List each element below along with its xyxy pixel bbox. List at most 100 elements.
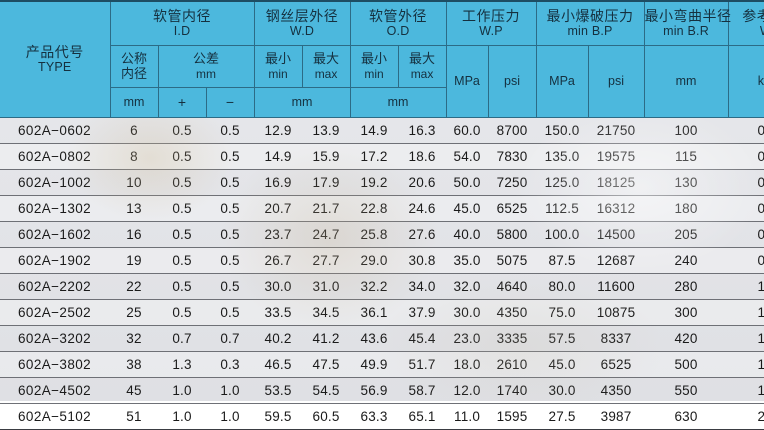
header-unit-wt-kgm: kg/m <box>727 44 764 118</box>
table-row: 602A−2502 25 0.5 0.5 33.5 34.5 36.1 37.9 30.0 435… <box>0 299 764 326</box>
table-row: 602A−5102 51 1.0 1.0 59.5 60.5 63.3 65.1 11.0 159… <box>0 403 764 430</box>
cell-bp_psi: 18125 <box>588 169 645 196</box>
cell-wt_kgm: 0.56 <box>728 169 764 196</box>
header-wd-max: 最大 max <box>301 44 351 88</box>
cell-tol_plus: 0.7 <box>158 325 206 352</box>
cell-type: 602A−1902 <box>0 247 110 274</box>
cell-bp_mpa: 45.0 <box>536 351 589 378</box>
header-group-row: 产品代号 TYPE 软管内径 I.D 钢丝层外径 W.D 软管外径 O.D 工作… <box>0 0 764 118</box>
cell-br_mm: 500 <box>644 351 729 378</box>
header-unit-br-mm: mm <box>643 44 729 118</box>
cell-od_min: 43.6 <box>350 325 399 352</box>
cell-id_nominal: 8 <box>110 143 158 170</box>
table-row: 602A−3202 32 0.7 0.7 40.2 41.2 43.6 45.4 23.0 333… <box>0 325 764 352</box>
cell-wd_min: 59.5 <box>254 403 303 430</box>
cell-tol_plus: 0.5 <box>158 195 206 222</box>
cell-wd_min: 30.0 <box>254 273 303 300</box>
cell-bp_mpa: 57.5 <box>536 325 589 352</box>
table-row: 602A−0802 8 0.5 0.5 14.9 15.9 17.2 18.6 54.0 7830… <box>0 143 764 170</box>
cell-bp_psi: 10875 <box>588 299 645 326</box>
table-row: 602A−2202 22 0.5 0.5 30.0 31.0 32.2 34.0 32.0 464… <box>0 273 764 300</box>
header-unit-bp-psi-text: psi <box>608 73 625 88</box>
header-unit-tol-plus: + <box>157 86 207 118</box>
cell-tol_plus: 0.5 <box>158 169 206 196</box>
cell-br_mm: 180 <box>644 195 729 222</box>
header-group-wp-en: W.P <box>479 24 503 39</box>
header-od-min-cn: 最小 <box>361 51 388 67</box>
cell-bp_psi: 12687 <box>588 247 645 274</box>
cell-od_max: 65.1 <box>398 403 447 430</box>
cell-wp_mpa: 40.0 <box>446 221 489 248</box>
cell-id_nominal: 19 <box>110 247 158 274</box>
cell-id_nominal: 25 <box>110 299 158 326</box>
cell-wd_max: 31.0 <box>302 273 351 300</box>
cell-type: 602A−2202 <box>0 273 110 300</box>
cell-wp_mpa: 32.0 <box>446 273 489 300</box>
table-row: 602A−1002 10 0.5 0.5 16.9 17.9 19.2 20.6 50.0 725… <box>0 169 764 196</box>
header-wd-min-cn: 最小 <box>265 51 292 67</box>
cell-wt_kgm: 1.65 <box>728 325 764 352</box>
cell-tol_minus: 0.5 <box>206 273 255 300</box>
cell-br_mm: 420 <box>644 325 729 352</box>
cell-br_mm: 630 <box>644 403 729 430</box>
cell-wp_mpa: 30.0 <box>446 299 489 326</box>
header-group-id: 软管内径 I.D <box>109 0 255 46</box>
cell-od_max: 34.0 <box>398 273 447 300</box>
cell-wp_psi: 1595 <box>488 403 537 430</box>
cell-bp_mpa: 87.5 <box>536 247 589 274</box>
header-group-wd-cn: 钢丝层外径 <box>265 7 339 24</box>
cell-wp_psi: 4640 <box>488 273 537 300</box>
cell-wd_max: 60.5 <box>302 403 351 430</box>
header-group-br: 最小弯曲半径 min B.R <box>643 0 732 46</box>
cell-od_min: 56.9 <box>350 377 399 404</box>
cell-od_max: 24.6 <box>398 195 447 222</box>
cell-wd_min: 46.5 <box>254 351 303 378</box>
cell-br_mm: 240 <box>644 247 729 274</box>
header-unit-wp-mpa: MPa <box>445 44 489 118</box>
header-unit-bp-mpa: MPa <box>535 44 589 118</box>
cell-id_nominal: 45 <box>110 377 158 404</box>
cell-wp_psi: 6525 <box>488 195 537 222</box>
cell-wd_min: 53.5 <box>254 377 303 404</box>
cell-od_min: 17.2 <box>350 143 399 170</box>
header-group-wd: 钢丝层外径 W.D <box>253 0 351 46</box>
header-group-wd-en: W.D <box>289 24 315 39</box>
header-group-wt: 参考重量 W.T <box>727 0 764 46</box>
cell-wp_psi: 3335 <box>488 325 537 352</box>
cell-wd_max: 34.5 <box>302 299 351 326</box>
header-unit-wp-psi-text: psi <box>504 73 521 88</box>
header-group-od-en: O.D <box>386 24 410 39</box>
header-id-nominal: 公称 内径 <box>109 44 159 88</box>
cell-tol_minus: 0.5 <box>206 143 255 170</box>
cell-br_mm: 550 <box>644 377 729 404</box>
header-group-br-cn: 最小弯曲半径 <box>644 7 732 24</box>
header-group-bp-en: min B.P <box>567 24 613 39</box>
cell-wt_kgm: 1.10 <box>728 273 764 300</box>
cell-wp_mpa: 23.0 <box>446 325 489 352</box>
cell-wp_psi: 5800 <box>488 221 537 248</box>
header-unit-br-mm-text: mm <box>675 73 697 88</box>
header-group-od: 软管外径 O.D <box>349 0 447 46</box>
cell-od_min: 29.0 <box>350 247 399 274</box>
header-group-od-cn: 软管外径 <box>369 7 428 24</box>
header-id-tolerance: 公差 mm <box>157 44 255 88</box>
cell-bp_psi: 3987 <box>588 403 645 430</box>
cell-wt_kgm: 0.46 <box>728 143 764 170</box>
table-row: 602A−1302 13 0.5 0.5 20.7 21.7 22.8 24.6 45.0 652… <box>0 195 764 222</box>
header-unit-wp-psi: psi <box>487 44 537 118</box>
cell-type: 602A−1002 <box>0 169 110 196</box>
cell-wd_min: 26.7 <box>254 247 303 274</box>
cell-od_min: 49.9 <box>350 351 399 378</box>
header-group-br-en: min B.R <box>663 24 709 39</box>
cell-od_max: 16.3 <box>398 116 447 144</box>
cell-wp_mpa: 12.0 <box>446 377 489 404</box>
cell-wd_max: 13.9 <box>302 116 351 144</box>
cell-bp_mpa: 150.0 <box>536 116 589 144</box>
cell-bp_psi: 19575 <box>588 143 645 170</box>
cell-tol_minus: 0.5 <box>206 221 255 248</box>
cell-br_mm: 115 <box>644 143 729 170</box>
header-unit-bp-mpa-text: MPa <box>549 73 575 88</box>
header-unit-wt-kgm-text: kg/m <box>757 73 764 88</box>
cell-od_max: 37.9 <box>398 299 447 326</box>
